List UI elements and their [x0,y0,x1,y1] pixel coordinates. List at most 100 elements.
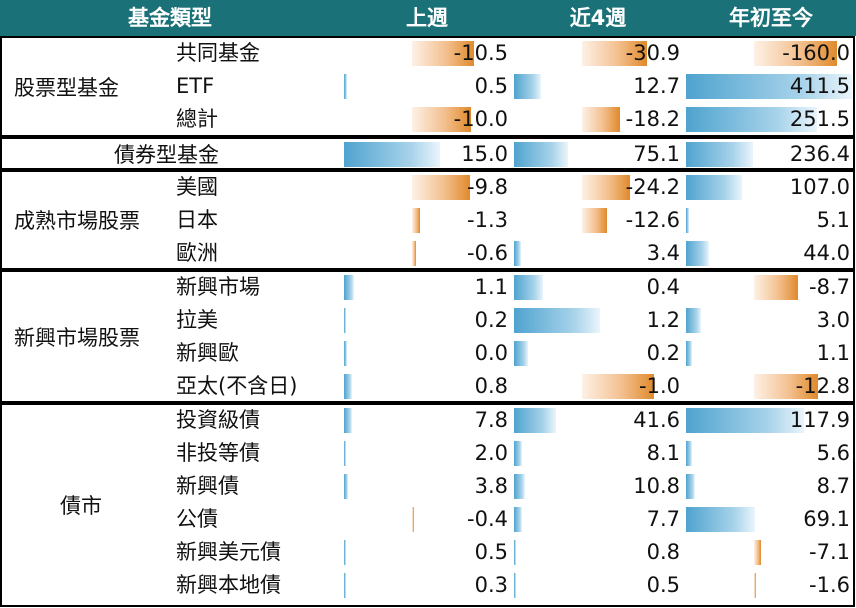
group-label: 成熟市場股票 [14,209,140,233]
positive-bar [686,507,756,532]
value-label: -1.3 [467,208,508,232]
negative-bar [754,374,818,399]
positive-bar [686,474,695,499]
positive-bar [344,308,346,333]
value-label: 0.2 [646,341,680,365]
row-label: 公債 [176,507,218,531]
negative-bar [582,374,654,399]
value-label: 0.3 [474,573,508,597]
positive-bar [686,241,709,266]
value-label: -10.5 [453,41,508,65]
positive-bar [514,573,516,598]
negative-bar [754,41,838,66]
positive-bar [514,474,525,499]
row-label: 亞太(不含日) [176,374,298,398]
value-label: 1.1 [816,341,850,365]
positive-bar [686,408,804,433]
positive-bar [514,408,556,433]
negative-bar [582,175,631,200]
header-four-week: 近4週 [569,6,627,30]
value-label: 10.8 [633,474,680,498]
value-label: 0.0 [474,341,508,365]
negative-bar [412,41,474,66]
positive-bar [344,142,440,167]
negative-bar [412,241,416,266]
positive-bar [344,341,347,366]
value-label: 236.4 [789,142,850,166]
value-label: 0.5 [474,74,508,98]
value-label: -0.6 [467,241,508,265]
positive-bar [514,341,529,366]
positive-bar [686,308,701,333]
positive-bar [344,540,346,565]
value-label: -18.2 [625,107,680,131]
positive-bar [514,441,523,466]
value-label: -12.6 [625,208,680,232]
table-header: 基金類型 上週 近4週 年初至今 [0,0,856,36]
group-label: 債市 [60,494,102,518]
positive-bar [686,74,852,99]
positive-bar [344,441,346,466]
group-label: 股票型基金 [14,75,119,100]
value-label: 3.0 [816,308,850,332]
positive-bar [344,74,347,99]
positive-bar [344,275,355,300]
negative-bar [582,41,647,66]
value-label: 0.4 [646,275,680,299]
row-label: 美國 [176,175,218,199]
row-label: 共同基金 [176,41,260,65]
value-label: -1.6 [809,573,850,597]
value-label: -7.1 [809,540,850,564]
positive-bar [514,142,569,167]
negative-bar [754,275,798,300]
value-label: 0.8 [474,374,508,398]
positive-bar [686,441,692,466]
value-label: -160.0 [782,41,850,65]
positive-bar [514,540,516,565]
positive-bar [686,107,817,132]
negative-bar [582,107,621,132]
value-label: -10.0 [453,107,508,131]
negative-bar [412,507,414,532]
row-label: 拉美 [176,308,218,332]
positive-bar [514,507,522,532]
value-label: -9.8 [467,175,508,199]
positive-bar [344,573,346,598]
value-label: -8.7 [809,275,850,299]
value-label: 3.4 [646,241,680,265]
value-label: 1.2 [646,308,680,332]
value-label: 5.1 [816,208,850,232]
value-label: 0.2 [474,308,508,332]
positive-bar [344,474,348,499]
value-label: 2.0 [474,441,508,465]
positive-bar [514,241,521,266]
value-label: 8.7 [816,474,850,498]
row-label: 非投等債 [176,441,260,465]
positive-bar [514,74,541,99]
value-label: 107.0 [789,175,850,199]
header-week: 上週 [406,6,448,30]
value-label: 7.7 [646,507,680,531]
row-label: 歐洲 [176,241,218,265]
group-5 [0,403,855,607]
positive-bar [686,142,754,167]
positive-bar [514,275,543,300]
header-ytd: 年初至今 [729,6,813,30]
value-label: 5.6 [816,441,850,465]
negative-bar [754,573,756,598]
positive-bar [514,308,601,333]
value-label: 7.8 [474,408,508,432]
value-label: 15.0 [461,142,508,166]
value-label: 0.5 [646,573,680,597]
header-category: 基金類型 [128,6,212,30]
group-label: 新興市場股票 [14,325,140,350]
value-label: 117.9 [789,408,850,432]
group-label: 債券型基金 [114,142,219,167]
row-label: 日本 [176,208,218,232]
row-label: 投資級債 [176,408,260,432]
value-label: 41.6 [633,408,680,432]
positive-bar [686,208,689,233]
row-label: 總計 [176,107,218,131]
positive-bar [344,408,352,433]
